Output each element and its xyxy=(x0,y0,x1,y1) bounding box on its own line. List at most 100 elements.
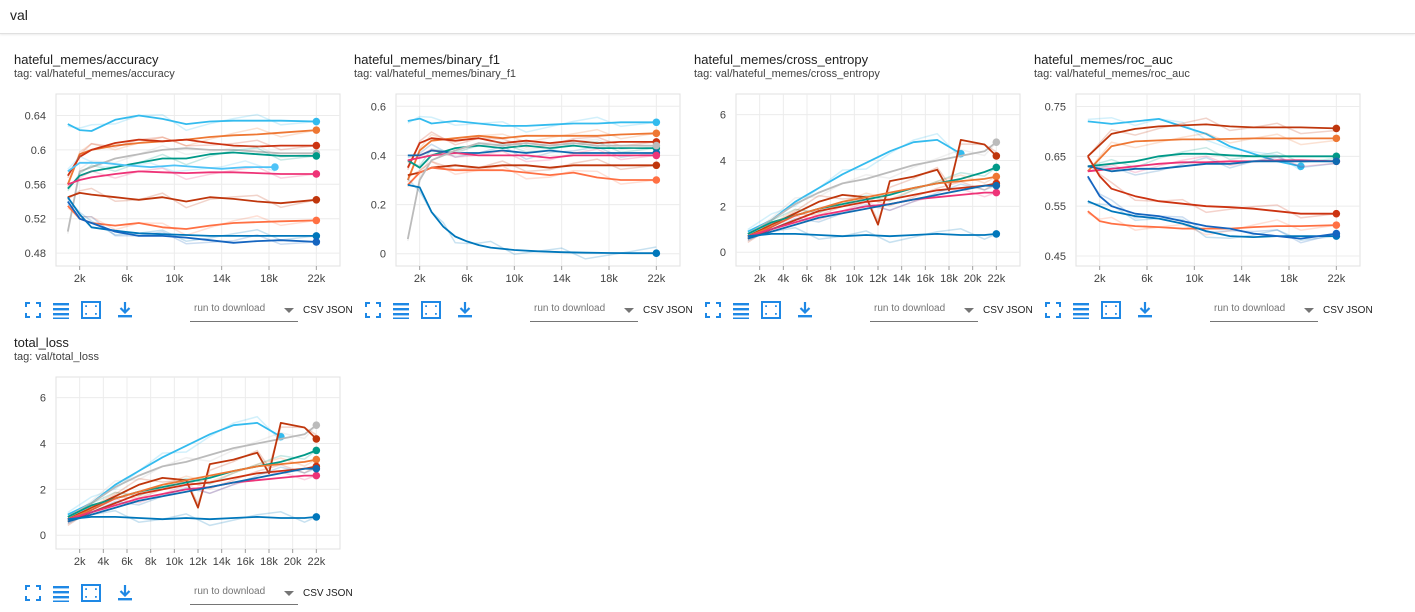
series-endpoint[interactable] xyxy=(312,141,321,150)
series-endpoint[interactable] xyxy=(652,249,661,258)
series-line[interactable] xyxy=(747,139,962,233)
series-line[interactable] xyxy=(1087,123,1337,157)
series-line[interactable] xyxy=(747,141,997,235)
json-link[interactable]: JSON xyxy=(1346,305,1373,316)
series-line[interactable] xyxy=(1087,118,1301,168)
series-line[interactable] xyxy=(67,458,317,521)
line-chart[interactable]: 0 2 4 6 2k 4k 6k 8k 10k 12k 14k 16k 18k 20k 22k xyxy=(690,86,1030,298)
fit-domain-icon[interactable] xyxy=(80,582,102,604)
series-endpoint[interactable] xyxy=(1332,209,1341,218)
json-link[interactable]: JSON xyxy=(326,588,353,599)
fullscreen-icon[interactable] xyxy=(362,299,384,321)
series-endpoint[interactable] xyxy=(1332,229,1341,238)
series-line[interactable] xyxy=(67,205,317,230)
series-line[interactable] xyxy=(67,192,317,205)
fullscreen-icon[interactable] xyxy=(702,299,724,321)
series-line[interactable] xyxy=(747,184,997,240)
series-line[interactable] xyxy=(67,196,317,237)
csv-link[interactable]: CSV xyxy=(303,305,324,316)
json-link[interactable]: JSON xyxy=(666,305,693,316)
fit-domain-icon[interactable] xyxy=(760,299,782,321)
fit-domain-icon[interactable] xyxy=(80,299,102,321)
series-endpoint[interactable] xyxy=(992,230,1001,238)
series-line[interactable] xyxy=(1087,159,1337,173)
download-icon[interactable] xyxy=(794,299,816,321)
line-chart[interactable]: 0.48 0.52 0.56 0.6 0.64 2k 6k 10k 14k 18k 22k xyxy=(10,86,350,298)
run-to-download-select[interactable]: run to download xyxy=(530,301,638,322)
series-line[interactable] xyxy=(747,182,997,240)
series-endpoint[interactable] xyxy=(312,170,321,178)
series-line[interactable] xyxy=(406,137,657,169)
run-to-download-select[interactable]: run to download xyxy=(190,301,298,322)
series-endpoint[interactable] xyxy=(312,446,321,455)
series-line[interactable] xyxy=(407,184,657,255)
fit-domain-icon[interactable] xyxy=(420,299,442,321)
toggle-log-scale-icon[interactable] xyxy=(730,299,752,321)
series-endpoint[interactable] xyxy=(992,172,1001,181)
json-link[interactable]: JSON xyxy=(1006,305,1033,316)
csv-link[interactable]: CSV xyxy=(983,305,1004,316)
download-icon[interactable] xyxy=(114,582,136,604)
series-line[interactable] xyxy=(407,152,657,162)
fullscreen-icon[interactable] xyxy=(1042,299,1064,321)
series-endpoint[interactable] xyxy=(992,181,1001,190)
line-chart[interactable]: 0 2 4 6 2k 4k 6k 8k 10k 12k 14k 16k 18k 20k 22k xyxy=(10,369,350,581)
line-chart[interactable]: 0 0.2 0.4 0.6 2k 6k 10k 14k 18k 22k xyxy=(350,86,690,298)
csv-link[interactable]: CSV xyxy=(303,588,324,599)
series-endpoint[interactable] xyxy=(652,141,661,150)
series-line[interactable] xyxy=(67,170,317,186)
series-endpoint[interactable] xyxy=(652,176,661,184)
run-to-download-select[interactable]: run to download xyxy=(1210,301,1318,322)
series-endpoint[interactable] xyxy=(992,188,1001,197)
series-line[interactable] xyxy=(1087,155,1337,215)
series-endpoint[interactable] xyxy=(1332,134,1341,143)
series-line[interactable] xyxy=(1087,160,1337,173)
series-line[interactable] xyxy=(67,422,282,516)
series-line[interactable] xyxy=(67,515,317,521)
series-endpoint[interactable] xyxy=(312,238,321,246)
json-link[interactable]: JSON xyxy=(326,305,353,316)
series-line[interactable] xyxy=(1087,152,1337,168)
series-line[interactable] xyxy=(747,175,997,238)
run-to-download-select[interactable]: run to download xyxy=(870,301,978,322)
series-line[interactable] xyxy=(67,151,317,190)
series-line[interactable] xyxy=(67,467,317,523)
series-line[interactable] xyxy=(67,465,317,523)
series-line[interactable] xyxy=(67,114,317,132)
toggle-log-scale-icon[interactable] xyxy=(1070,299,1092,321)
fullscreen-icon[interactable] xyxy=(22,582,44,604)
series-endpoint[interactable] xyxy=(652,129,661,138)
series-line[interactable] xyxy=(747,139,997,238)
series-endpoint[interactable] xyxy=(1297,162,1305,171)
series-endpoint[interactable] xyxy=(1332,157,1341,166)
toggle-log-scale-icon[interactable] xyxy=(50,582,72,604)
series-endpoint[interactable] xyxy=(312,232,321,240)
series-line[interactable] xyxy=(1087,175,1337,240)
series-endpoint[interactable] xyxy=(312,471,321,480)
series-endpoint[interactable] xyxy=(1332,124,1341,133)
series-endpoint[interactable] xyxy=(312,117,321,126)
series-endpoint[interactable] xyxy=(312,464,321,473)
download-icon[interactable] xyxy=(454,299,476,321)
download-icon[interactable] xyxy=(114,299,136,321)
series-endpoint[interactable] xyxy=(312,152,321,160)
series-endpoint[interactable] xyxy=(652,151,661,160)
filter-query[interactable]: val xyxy=(10,7,28,23)
series-line[interactable] xyxy=(407,117,657,127)
fullscreen-icon[interactable] xyxy=(22,299,44,321)
series-line[interactable] xyxy=(747,191,997,238)
fit-domain-icon[interactable] xyxy=(1100,299,1122,321)
series-line[interactable] xyxy=(67,200,317,244)
series-endpoint[interactable] xyxy=(652,161,661,170)
series-endpoint[interactable] xyxy=(652,118,661,127)
run-to-download-select[interactable]: run to download xyxy=(190,584,298,605)
series-line[interactable] xyxy=(407,144,657,169)
download-icon[interactable] xyxy=(1134,299,1156,321)
series-line[interactable] xyxy=(406,132,657,181)
series-line[interactable] xyxy=(67,422,317,521)
csv-link[interactable]: CSV xyxy=(643,305,664,316)
series-endpoint[interactable] xyxy=(1332,221,1341,229)
series-endpoint[interactable] xyxy=(312,513,321,521)
csv-link[interactable]: CSV xyxy=(1323,305,1344,316)
series-line[interactable] xyxy=(67,138,317,177)
